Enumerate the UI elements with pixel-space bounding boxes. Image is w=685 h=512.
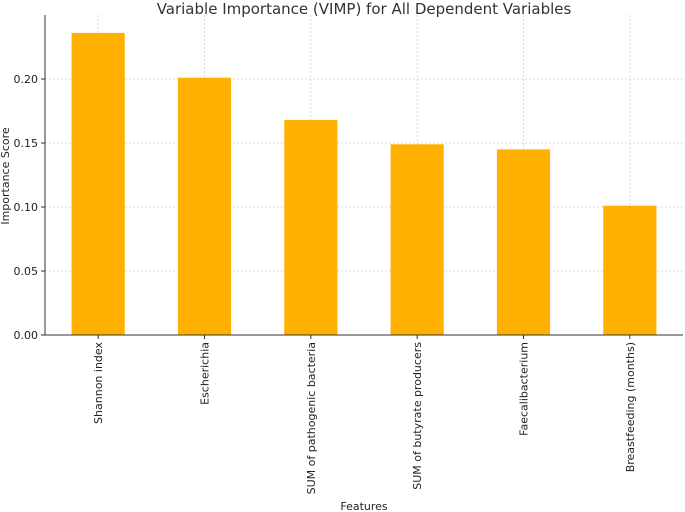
x-tick-label: Shannon index	[92, 342, 105, 424]
y-axis-label: Importance Score	[0, 127, 12, 225]
bar	[71, 32, 125, 336]
x-tick-label: SUM of butyrate producers	[411, 342, 424, 490]
x-tick-label: Faecalibacterium	[518, 342, 531, 436]
x-tick-label: Escherichia	[199, 342, 212, 405]
x-tick-label: Breastfeeding (months)	[624, 342, 637, 472]
bar	[603, 205, 657, 335]
x-tick-label: SUM of pathogenic bacteria	[305, 342, 318, 494]
x-axis-label: Features	[340, 500, 388, 512]
y-tick-label: 0.15	[14, 137, 39, 150]
chart-title: Variable Importance (VIMP) for All Depen…	[157, 0, 572, 18]
bar	[177, 77, 232, 335]
y-tick-label: 0.20	[14, 73, 39, 86]
bar	[284, 119, 338, 336]
bar	[390, 144, 444, 335]
y-tick-label: 0.10	[14, 201, 39, 214]
axes	[44, 15, 683, 336]
y-tick-label: 0.00	[14, 329, 39, 342]
x-ticks: Shannon index Escherichia SUM of pathogeni…	[92, 335, 637, 494]
y-tick-label: 0.05	[14, 265, 39, 278]
y-ticks: 0.00 0.05 0.10 0.15 0.20	[14, 73, 45, 342]
bars	[71, 32, 657, 336]
bar	[496, 149, 551, 335]
